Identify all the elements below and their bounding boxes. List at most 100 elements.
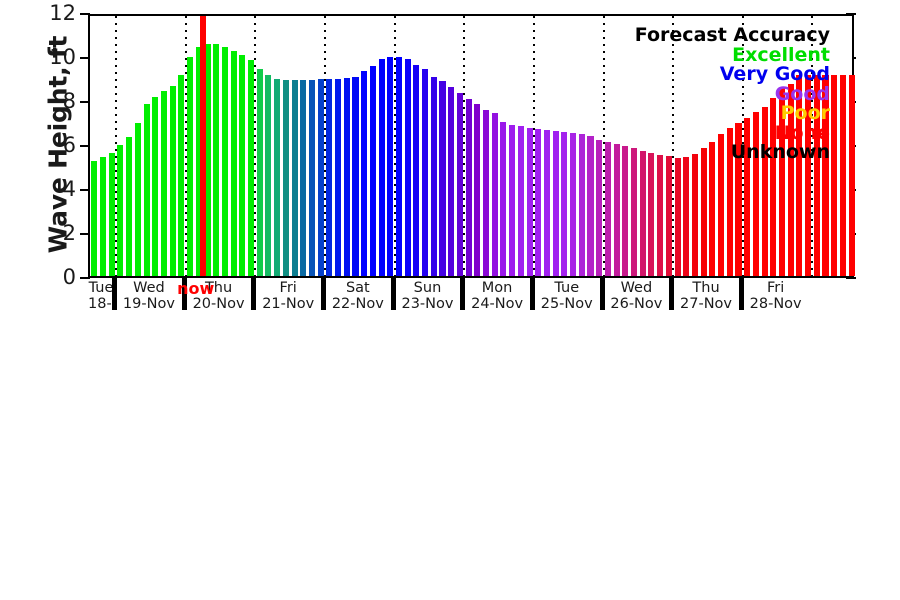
day-date: 27-Nov bbox=[680, 296, 732, 312]
bar bbox=[308, 80, 315, 276]
bar bbox=[152, 96, 159, 276]
x-axis-day-label: Fri 28-Nov bbox=[741, 280, 811, 314]
bar bbox=[160, 91, 168, 276]
bar bbox=[239, 54, 246, 276]
day-of-week: Tue bbox=[88, 280, 114, 296]
bar bbox=[683, 157, 690, 276]
gridline bbox=[811, 16, 814, 276]
x-axis-day-label: Thu 20-Nov bbox=[184, 280, 254, 314]
day-date: 24-Nov bbox=[471, 296, 524, 312]
y-tick-label: 8 bbox=[62, 89, 76, 113]
bar bbox=[561, 131, 568, 276]
x-axis-day-label: Mon 24-Nov bbox=[462, 280, 532, 314]
bar bbox=[657, 155, 664, 276]
bar bbox=[404, 59, 411, 276]
bar bbox=[630, 148, 638, 276]
bar bbox=[822, 74, 829, 276]
gridline bbox=[324, 16, 327, 276]
bar bbox=[604, 141, 611, 276]
bar bbox=[509, 125, 516, 276]
bar bbox=[100, 157, 107, 276]
bar bbox=[117, 145, 124, 276]
bar bbox=[378, 59, 385, 276]
bar bbox=[247, 60, 255, 276]
day-date: 28-Nov bbox=[749, 296, 802, 312]
bar bbox=[456, 93, 463, 276]
bar bbox=[143, 104, 150, 276]
bar bbox=[108, 152, 115, 276]
legend-item-none: None bbox=[774, 121, 830, 144]
bar bbox=[622, 146, 629, 276]
y-tick bbox=[846, 277, 856, 279]
bar bbox=[474, 104, 481, 276]
legend-title: Forecast Accuracy bbox=[634, 24, 830, 46]
bar bbox=[361, 71, 368, 276]
bar bbox=[265, 74, 272, 276]
bar bbox=[169, 85, 176, 276]
day-of-week: Thu bbox=[204, 280, 233, 296]
x-axis-day-strip: Tue18-NovWed19-NovThu20-NovFri21-NovSat2… bbox=[88, 278, 854, 314]
bar bbox=[718, 134, 725, 276]
bar bbox=[578, 134, 585, 276]
day-divider bbox=[112, 278, 118, 310]
y-tick bbox=[80, 277, 90, 279]
day-divider bbox=[599, 278, 605, 310]
day-of-week: Tue bbox=[554, 280, 580, 296]
bar bbox=[639, 150, 646, 276]
y-tick-label: 12 bbox=[49, 1, 76, 25]
bar bbox=[187, 57, 194, 276]
day-of-week: Sat bbox=[345, 280, 370, 296]
x-axis-day-label: Sun 23-Nov bbox=[393, 280, 463, 314]
y-tick bbox=[80, 13, 90, 15]
bar bbox=[465, 98, 472, 276]
now-marker-label: now bbox=[177, 279, 215, 298]
bar bbox=[761, 106, 768, 276]
day-divider bbox=[251, 278, 257, 310]
bar bbox=[517, 126, 524, 276]
bar bbox=[735, 123, 742, 276]
bar bbox=[709, 141, 716, 276]
day-of-week: Mon bbox=[481, 280, 513, 296]
legend-item-poor: Poor bbox=[780, 102, 830, 124]
gridline bbox=[463, 16, 466, 276]
gridline bbox=[741, 16, 744, 276]
gridline bbox=[672, 16, 675, 276]
day-of-week: Wed bbox=[133, 280, 165, 296]
bar bbox=[430, 76, 437, 276]
bar bbox=[805, 74, 812, 276]
bar bbox=[491, 113, 498, 276]
day-date: 20-Nov bbox=[192, 296, 245, 312]
y-tick-label: 10 bbox=[49, 45, 76, 69]
y-tick-label: 0 bbox=[62, 265, 76, 289]
legend-items: Excellent Very Good Good Poor None Unknown bbox=[530, 45, 830, 163]
bar bbox=[213, 43, 220, 276]
day-divider bbox=[738, 278, 744, 310]
day-divider bbox=[181, 278, 187, 310]
day-of-week: Sun bbox=[413, 280, 442, 296]
bar bbox=[839, 74, 846, 276]
gridline bbox=[393, 16, 396, 276]
bar bbox=[195, 47, 202, 276]
bar bbox=[813, 74, 820, 276]
day-of-week: Thu bbox=[692, 280, 720, 296]
bar bbox=[395, 57, 403, 276]
bars-layer bbox=[90, 16, 855, 276]
bar bbox=[778, 87, 786, 276]
bar bbox=[291, 80, 298, 276]
legend-item-unknown: Unknown bbox=[730, 141, 830, 163]
x-axis-day-label: Thu 27-Nov bbox=[671, 280, 741, 314]
bar bbox=[543, 129, 551, 276]
bar bbox=[369, 65, 376, 276]
x-axis-day-label: Tue 25-Nov bbox=[532, 280, 602, 314]
bar bbox=[326, 79, 333, 276]
x-axis-day-label: Wed 26-Nov bbox=[602, 280, 672, 314]
day-date: 19-Nov bbox=[122, 296, 175, 312]
bar bbox=[500, 122, 507, 276]
bar bbox=[648, 152, 655, 276]
bar bbox=[282, 80, 289, 276]
y-tick bbox=[80, 57, 90, 59]
day-date: 22-Nov bbox=[331, 296, 384, 312]
x-axis-day-label: Wed 19-Nov bbox=[114, 280, 184, 314]
y-tick bbox=[80, 189, 90, 191]
